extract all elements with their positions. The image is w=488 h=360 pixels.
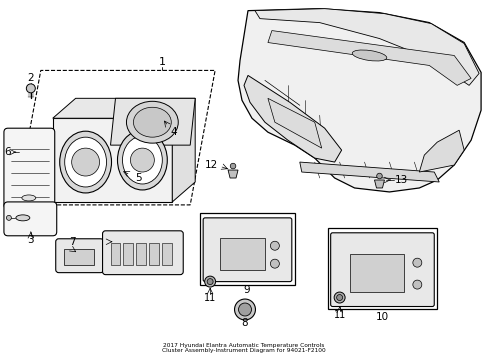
Text: 11: 11 <box>203 293 216 302</box>
Polygon shape <box>267 98 321 148</box>
Circle shape <box>72 148 100 176</box>
Ellipse shape <box>122 136 162 184</box>
Text: 12: 12 <box>205 160 218 170</box>
Circle shape <box>270 241 279 250</box>
Text: 2017 Hyundai Elantra Automatic Temperature Controls
Cluster Assembly-Instrument : 2017 Hyundai Elantra Automatic Temperatu… <box>162 342 325 353</box>
Circle shape <box>376 173 382 179</box>
FancyBboxPatch shape <box>4 128 55 209</box>
Circle shape <box>207 279 213 285</box>
Circle shape <box>270 259 279 268</box>
Circle shape <box>26 84 35 93</box>
Text: 5: 5 <box>135 173 142 183</box>
Text: 7: 7 <box>69 237 76 247</box>
Ellipse shape <box>126 101 178 143</box>
Bar <box>136 243 146 265</box>
Bar <box>200 213 294 285</box>
Polygon shape <box>299 162 438 182</box>
Polygon shape <box>254 9 478 85</box>
Text: 8: 8 <box>241 319 248 328</box>
Ellipse shape <box>16 215 30 221</box>
Circle shape <box>238 303 251 316</box>
Polygon shape <box>110 98 195 145</box>
FancyBboxPatch shape <box>330 233 433 306</box>
Polygon shape <box>227 170 238 178</box>
FancyBboxPatch shape <box>102 231 183 275</box>
Bar <box>162 243 172 265</box>
Ellipse shape <box>22 195 36 201</box>
Polygon shape <box>172 98 195 202</box>
Bar <box>220 238 264 270</box>
FancyBboxPatch shape <box>203 218 291 282</box>
FancyBboxPatch shape <box>4 202 57 236</box>
Bar <box>110 243 120 265</box>
Text: 3: 3 <box>27 235 34 245</box>
Circle shape <box>234 299 255 320</box>
Bar <box>327 228 436 310</box>
FancyBboxPatch shape <box>56 239 103 273</box>
Circle shape <box>336 294 342 301</box>
Polygon shape <box>267 31 470 85</box>
Text: 6: 6 <box>4 147 11 157</box>
Circle shape <box>412 280 421 289</box>
Circle shape <box>333 292 345 303</box>
Bar <box>123 243 133 265</box>
Circle shape <box>6 215 11 220</box>
Circle shape <box>230 163 235 169</box>
Bar <box>63 249 93 265</box>
Ellipse shape <box>64 137 106 187</box>
Ellipse shape <box>117 130 167 190</box>
Circle shape <box>204 276 215 287</box>
Circle shape <box>412 258 421 267</box>
Polygon shape <box>238 9 480 192</box>
Polygon shape <box>374 180 384 188</box>
Text: 10: 10 <box>375 312 388 323</box>
Ellipse shape <box>133 107 171 137</box>
Polygon shape <box>244 75 341 162</box>
Text: 1: 1 <box>159 58 165 67</box>
Polygon shape <box>419 130 463 172</box>
Text: 11: 11 <box>333 310 345 320</box>
Text: 9: 9 <box>243 284 250 294</box>
Text: 13: 13 <box>394 175 407 185</box>
Polygon shape <box>53 118 172 202</box>
Circle shape <box>130 148 154 172</box>
Bar <box>349 254 404 292</box>
Ellipse shape <box>351 50 386 61</box>
Ellipse shape <box>60 131 111 193</box>
Text: 4: 4 <box>170 127 176 137</box>
Bar <box>149 243 159 265</box>
Text: 2: 2 <box>27 73 34 84</box>
Polygon shape <box>53 98 195 118</box>
